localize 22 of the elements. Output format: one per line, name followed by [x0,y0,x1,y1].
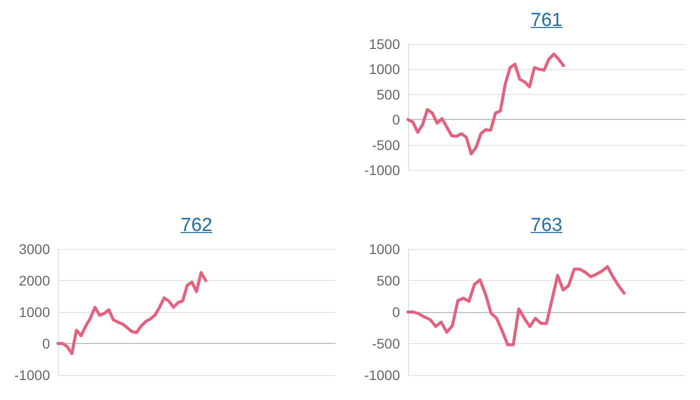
line-series [406,265,626,346]
y-tick-label: 0 [392,304,400,320]
y-tick-label: 1000 [368,241,400,257]
y-tick-label: -500 [372,136,400,153]
chart-title: 761 [530,10,564,32]
y-tick-label: -500 [372,336,400,352]
y-tick-label: 1500 [368,36,400,52]
y-tick-label: 2000 [18,272,50,288]
chart-title: 763 [530,215,564,237]
y-tick-label: 500 [376,86,400,102]
line-series [56,271,208,356]
chart-title: 762 [180,215,214,237]
y-tick-label: 1000 [368,61,400,78]
y-tick-label: 3000 [18,241,50,257]
y-tick-label: 1000 [18,304,50,320]
y-tick-label: 0 [392,112,400,128]
line-series [406,52,566,156]
y-tick-label: 0 [42,336,50,352]
y-tick-label: 500 [376,272,400,288]
y-tick-label: -1000 [14,367,50,383]
y-tick-label: -1000 [364,367,400,383]
y-tick-label: -1000 [364,162,400,178]
